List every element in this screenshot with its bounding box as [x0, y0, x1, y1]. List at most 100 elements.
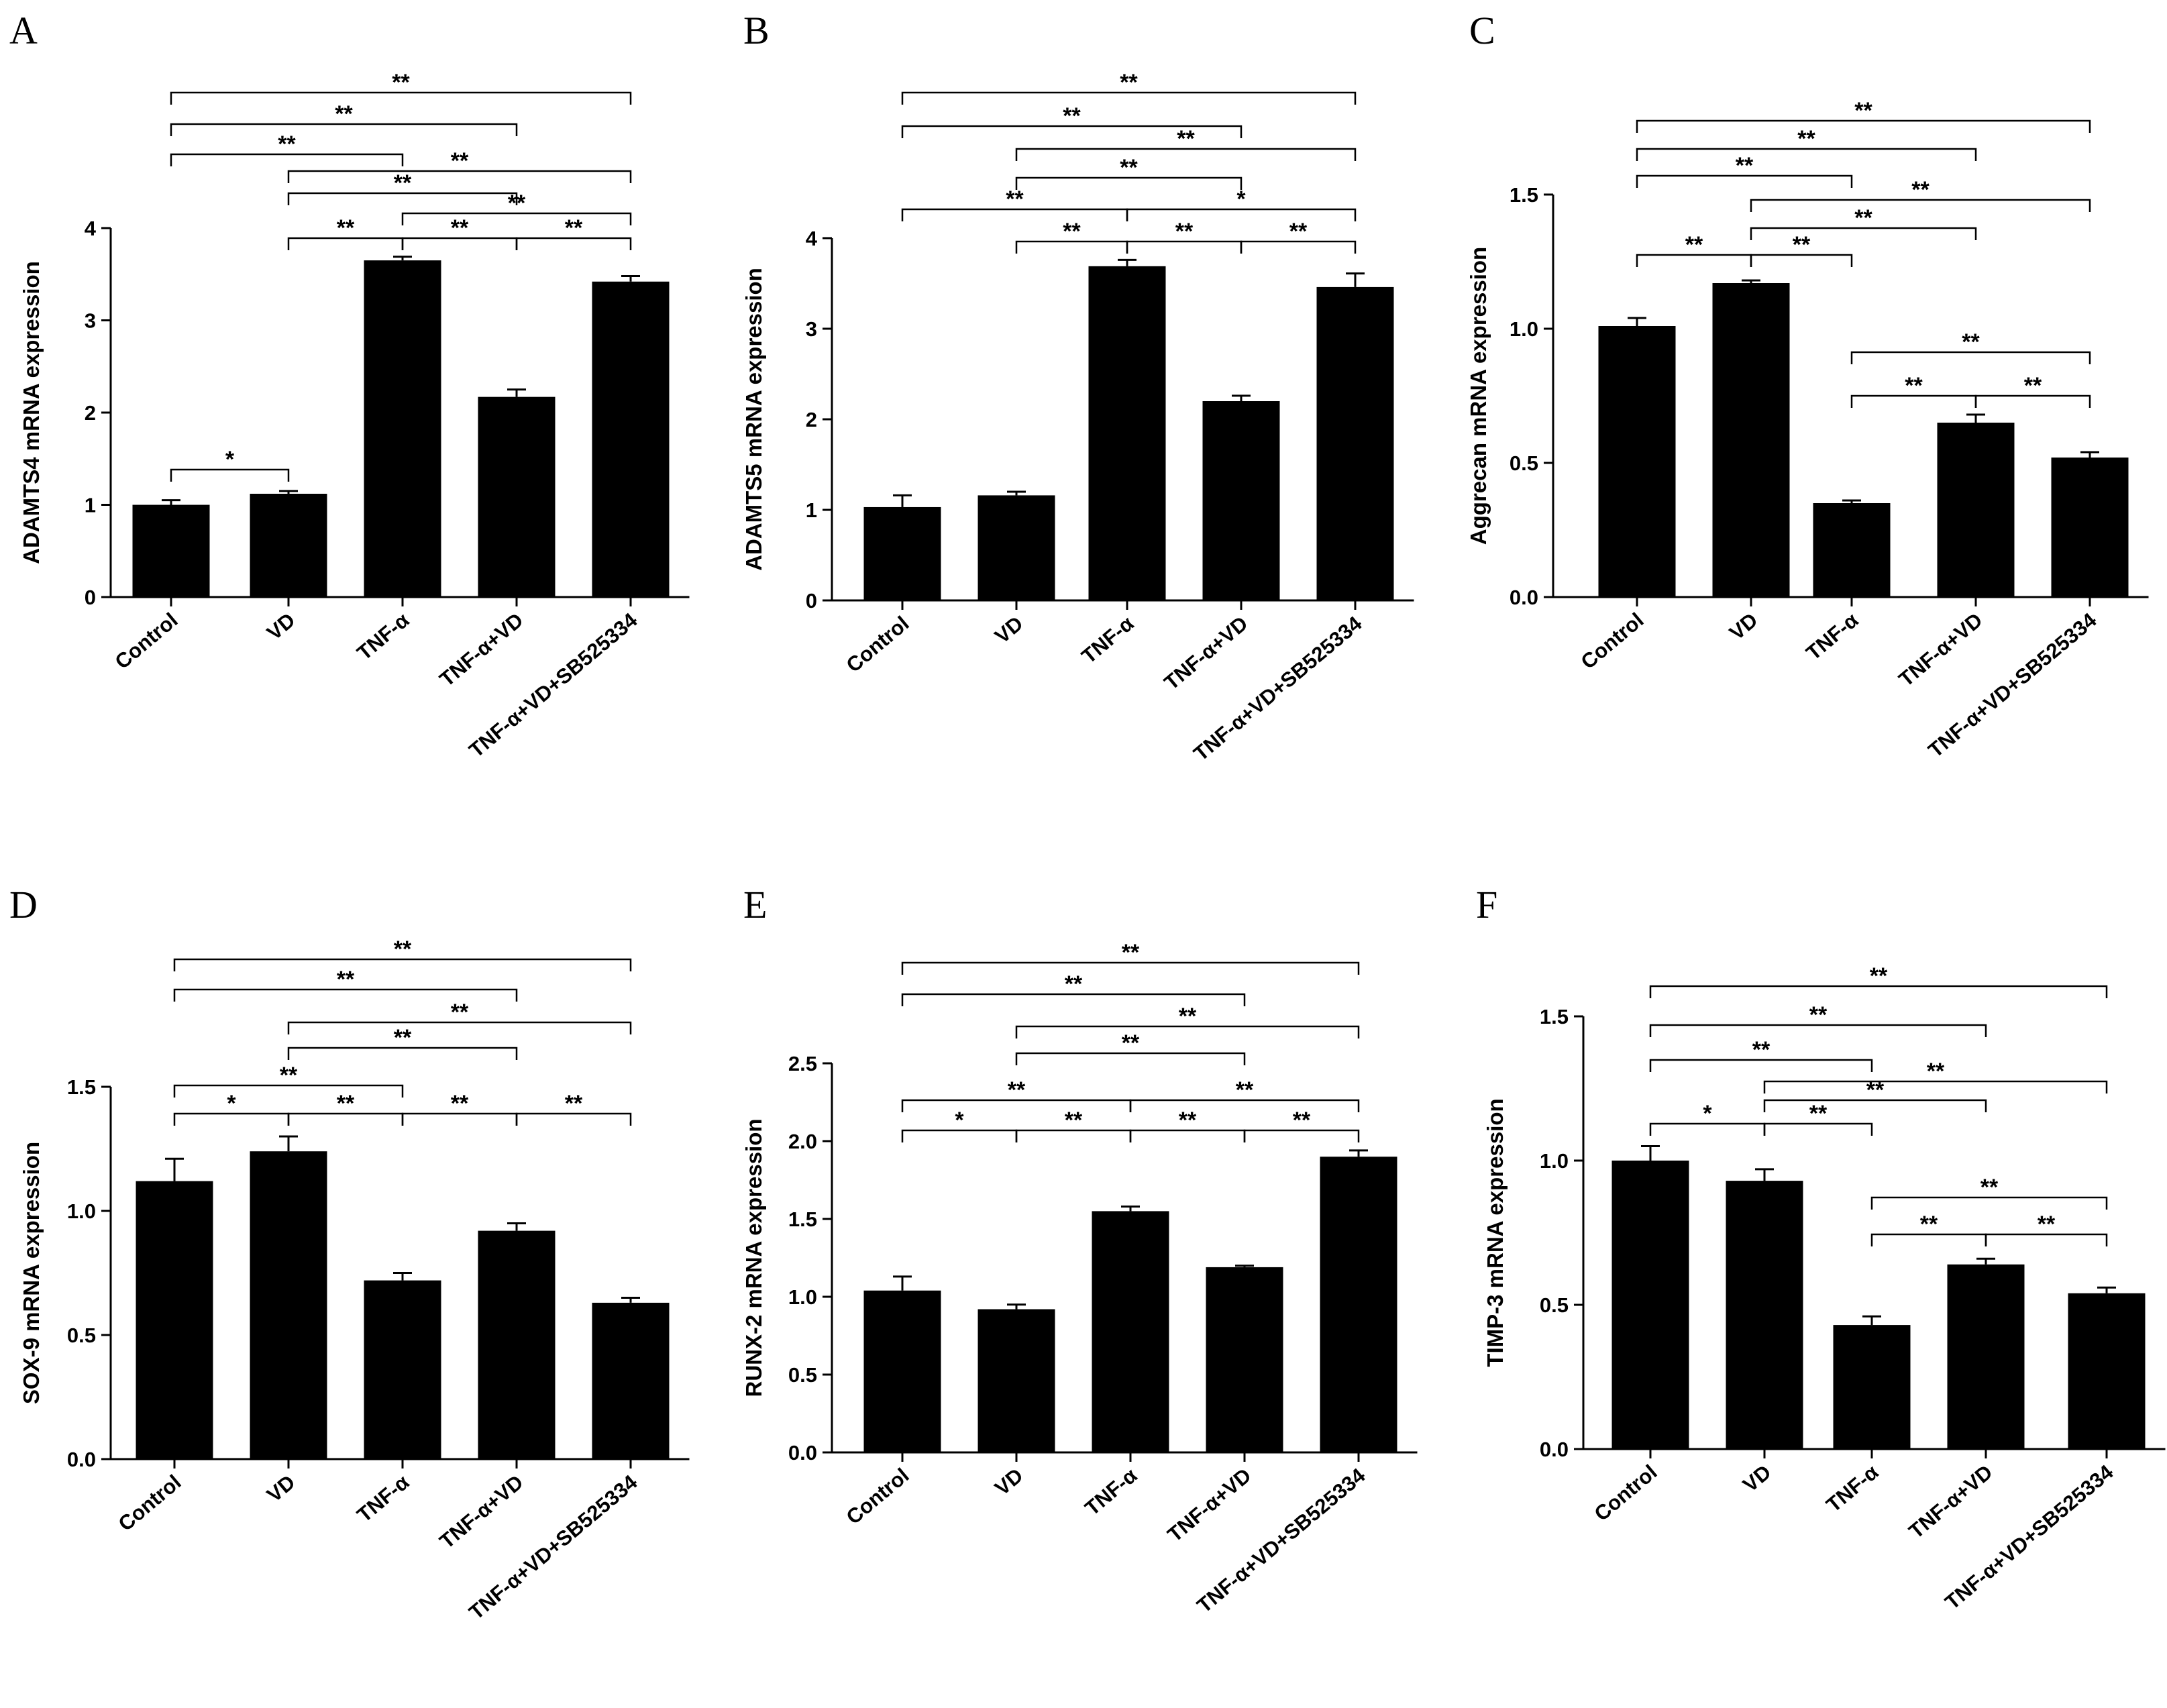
y-axis-label: TIMP-3 mRNA expression [1483, 1098, 1508, 1367]
category-label: VD [262, 1471, 299, 1507]
y-tick-label: 1.0 [788, 1285, 817, 1309]
significance-label: ** [1911, 177, 1930, 203]
bar [863, 506, 941, 600]
panel-letter: D [9, 883, 38, 926]
significance-label: ** [451, 215, 469, 241]
significance-bracket [173, 1084, 404, 1098]
significance-label: ** [1120, 70, 1138, 95]
category-label: VD [1725, 608, 1762, 645]
significance-bracket [1015, 1052, 1246, 1065]
significance-label: ** [1905, 373, 1923, 398]
panel-letter: C [1469, 9, 1495, 52]
category-label: Control [1590, 1460, 1662, 1526]
chart-panel-b: B 0 1 2 3 4 ADAMTS5 mRNA expression Control VD TN… [741, 9, 1414, 765]
bar [478, 1230, 556, 1459]
significance-bracket [1243, 1129, 1360, 1142]
significance-label: ** [1065, 971, 1083, 997]
significance-bracket [1240, 240, 1357, 254]
bar [1937, 423, 2015, 597]
significance-bracket [1636, 119, 2091, 133]
bar [250, 494, 327, 597]
significance-bracket [1870, 1196, 2108, 1210]
significance-bracket [1985, 1233, 2108, 1246]
y-tick-label: 1.0 [1540, 1149, 1569, 1173]
significance-bracket [1015, 148, 1357, 161]
significance-bracket [287, 1021, 632, 1034]
significance-label: ** [565, 215, 583, 241]
category-label: Control [842, 612, 914, 678]
bar [977, 495, 1055, 600]
significance-bracket [1649, 985, 2108, 998]
y-tick-label: 2.5 [788, 1052, 817, 1075]
y-tick-label: 2 [806, 408, 817, 431]
significance-label: * [227, 1091, 236, 1116]
bar [364, 1280, 441, 1459]
y-tick-label: 4 [806, 227, 818, 250]
bar [2068, 1293, 2146, 1449]
significance-label: ** [1854, 98, 1872, 123]
bar [1611, 1161, 1689, 1449]
category-label: TNF-α [1077, 612, 1138, 668]
significance-label: ** [1177, 126, 1195, 152]
significance-label: ** [1854, 205, 1872, 231]
significance-label: ** [1063, 219, 1081, 244]
significance-label: ** [1920, 1212, 1938, 1237]
category-label: TNF-α+VD [435, 1471, 527, 1554]
y-tick-label: 0 [85, 586, 96, 609]
y-tick-label: 0.5 [1540, 1293, 1569, 1317]
significance-label: ** [280, 1063, 298, 1088]
y-tick-label: 0.5 [788, 1363, 817, 1387]
significance-label: ** [1289, 219, 1308, 244]
significance-bracket [170, 91, 632, 105]
bar [136, 1181, 213, 1459]
y-tick-label: 0 [806, 589, 817, 612]
significance-label: ** [451, 1000, 469, 1025]
bar [863, 1290, 941, 1452]
y-axis-label: Aggrecan mRNA expression [1466, 247, 1491, 545]
y-tick-label: 1.5 [1510, 183, 1538, 207]
bar [1320, 1157, 1397, 1452]
significance-label: * [955, 1108, 964, 1133]
category-label: TNF-α+VD [1894, 608, 1987, 692]
significance-bracket [901, 993, 1246, 1006]
bar [250, 1151, 327, 1459]
significance-bracket [1750, 254, 1853, 267]
significance-bracket [287, 170, 632, 183]
category-label: Control [1577, 608, 1648, 674]
y-tick-label: 0.5 [67, 1324, 96, 1347]
category-label: TNF-α+VD [1159, 612, 1252, 695]
significance-bracket [515, 237, 632, 250]
significance-bracket [1636, 148, 1977, 161]
significance-label: ** [1927, 1059, 1945, 1084]
y-axis-label: ADAMTS5 mRNA expression [741, 268, 766, 571]
significance-label: ** [1870, 963, 1888, 989]
significance-label: ** [1752, 1037, 1770, 1063]
significance-bracket [170, 153, 404, 166]
chart-panel-e: E 0.0 0.5 1.0 1.5 2.0 2.5 RUNX-2 mRNA expressio… [741, 883, 1418, 1617]
bar [1947, 1264, 2025, 1449]
chart-panel-a: A 0 1 2 3 4 ADAMTS4 mRNA expression Control VD TN… [9, 9, 690, 762]
significance-label: ** [1736, 153, 1754, 178]
significance-bracket [901, 125, 1243, 138]
category-label: TNF-α [1080, 1464, 1141, 1520]
significance-bracket [1750, 227, 1977, 240]
category-label: VD [262, 608, 299, 645]
y-tick-label: 1.5 [788, 1208, 817, 1231]
significance-label: ** [335, 101, 353, 127]
bar [478, 396, 556, 597]
category-label: Control [842, 1464, 914, 1530]
significance-bracket [173, 958, 632, 971]
significance-label: * [1236, 186, 1246, 212]
y-tick-label: 0.5 [1510, 451, 1538, 475]
y-tick-label: 2 [85, 401, 96, 425]
bar [1088, 266, 1166, 600]
panel-letter: E [743, 883, 767, 926]
category-label: TNF-α [1801, 608, 1862, 665]
significance-label: ** [1793, 232, 1811, 258]
category-label: TNF-α [352, 1471, 413, 1527]
y-tick-label: 0.0 [1540, 1438, 1569, 1461]
significance-label: ** [1809, 1101, 1828, 1126]
significance-label: ** [565, 1091, 583, 1116]
bar [1726, 1181, 1803, 1449]
